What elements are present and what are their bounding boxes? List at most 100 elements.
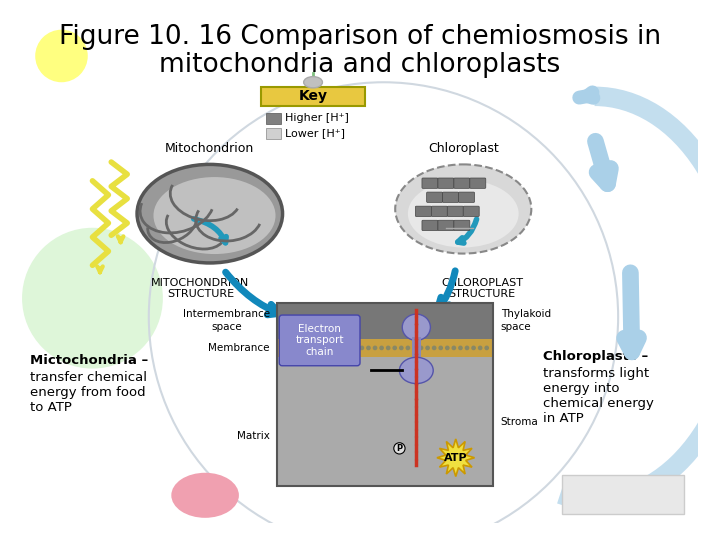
Text: MITOCHONDRION
STRUCTURE: MITOCHONDRION STRUCTURE: [151, 278, 250, 299]
Circle shape: [399, 346, 404, 350]
Circle shape: [471, 346, 476, 350]
Text: ATP: ATP: [351, 357, 369, 367]
FancyBboxPatch shape: [459, 192, 474, 202]
Circle shape: [438, 346, 443, 350]
Text: chemical energy: chemical energy: [543, 397, 654, 410]
Circle shape: [412, 346, 417, 350]
FancyBboxPatch shape: [454, 220, 470, 231]
Circle shape: [287, 346, 292, 350]
Text: Electron
transport
chain: Electron transport chain: [295, 324, 344, 357]
Ellipse shape: [304, 77, 323, 88]
Bar: [266, 129, 281, 139]
Text: Lower [H⁺]: Lower [H⁺]: [285, 129, 345, 138]
Circle shape: [359, 346, 364, 350]
Circle shape: [281, 346, 285, 350]
Ellipse shape: [402, 314, 431, 340]
Circle shape: [445, 346, 450, 350]
Circle shape: [353, 346, 358, 350]
Text: Key: Key: [299, 89, 328, 103]
Circle shape: [405, 346, 410, 350]
Ellipse shape: [395, 164, 531, 254]
Bar: [277, 303, 493, 339]
Text: transfer chemical: transfer chemical: [30, 372, 147, 384]
Circle shape: [294, 346, 299, 350]
Text: energy into: energy into: [543, 382, 619, 395]
FancyBboxPatch shape: [463, 206, 480, 217]
FancyBboxPatch shape: [470, 178, 486, 188]
Text: Chloroplasts –: Chloroplasts –: [543, 350, 648, 363]
Circle shape: [392, 346, 397, 350]
Circle shape: [379, 346, 384, 350]
Circle shape: [313, 346, 318, 350]
Ellipse shape: [408, 180, 518, 247]
Text: ADP+: ADP+: [366, 443, 397, 454]
Circle shape: [333, 346, 338, 350]
Circle shape: [426, 346, 430, 350]
Bar: [277, 303, 493, 486]
Bar: [562, 475, 684, 514]
FancyBboxPatch shape: [422, 178, 438, 188]
Circle shape: [458, 346, 463, 350]
Polygon shape: [437, 439, 474, 476]
FancyBboxPatch shape: [438, 178, 454, 188]
Ellipse shape: [400, 357, 433, 383]
Ellipse shape: [153, 177, 276, 254]
Text: Figure 10. 16 Comparison of chemiosmosis in: Figure 10. 16 Comparison of chemiosmosis…: [59, 24, 661, 50]
Text: P: P: [397, 444, 402, 453]
Circle shape: [464, 346, 469, 350]
Circle shape: [346, 346, 351, 350]
Circle shape: [300, 346, 305, 350]
Text: H⁺: H⁺: [409, 468, 423, 478]
Text: Mitochondrion: Mitochondrion: [165, 143, 254, 156]
Text: Thylakoid
space: Thylakoid space: [501, 309, 551, 332]
Text: mitochondria and chloroplasts: mitochondria and chloroplasts: [159, 52, 561, 78]
Text: Matrix: Matrix: [237, 431, 270, 441]
Text: Membrance: Membrance: [208, 343, 270, 353]
Circle shape: [418, 346, 423, 350]
Text: H⁺: H⁺: [392, 308, 407, 318]
Circle shape: [320, 346, 325, 350]
Circle shape: [340, 346, 344, 350]
Bar: [277, 357, 493, 486]
Bar: [277, 339, 493, 357]
Circle shape: [394, 443, 405, 454]
Text: energy from food: energy from food: [30, 387, 145, 400]
Bar: [266, 113, 281, 124]
Text: to ATP: to ATP: [30, 401, 71, 414]
Text: Mictochondria –: Mictochondria –: [30, 354, 148, 368]
Text: ATP: ATP: [444, 453, 467, 463]
FancyBboxPatch shape: [443, 192, 459, 202]
Circle shape: [35, 30, 88, 82]
Circle shape: [478, 346, 482, 350]
Circle shape: [327, 346, 331, 350]
Text: Stroma: Stroma: [501, 416, 539, 427]
FancyBboxPatch shape: [447, 206, 463, 217]
Circle shape: [373, 346, 377, 350]
FancyBboxPatch shape: [431, 206, 447, 217]
Ellipse shape: [171, 472, 239, 518]
Circle shape: [307, 346, 312, 350]
Text: Chloroplast: Chloroplast: [428, 143, 499, 156]
Circle shape: [386, 346, 390, 350]
Text: transforms light: transforms light: [543, 367, 649, 380]
Text: Higher [H⁺]: Higher [H⁺]: [285, 113, 348, 124]
Circle shape: [366, 346, 371, 350]
Text: CHLOROPLAST
STRUCTURE: CHLOROPLAST STRUCTURE: [441, 278, 523, 299]
FancyBboxPatch shape: [279, 315, 360, 366]
FancyBboxPatch shape: [415, 206, 431, 217]
Text: Intermembrance
space: Intermembrance space: [183, 309, 270, 332]
Circle shape: [22, 228, 163, 369]
FancyBboxPatch shape: [438, 220, 454, 231]
FancyBboxPatch shape: [261, 87, 365, 106]
Circle shape: [432, 346, 436, 350]
Text: Synthase: Synthase: [321, 376, 369, 386]
FancyBboxPatch shape: [422, 220, 438, 231]
Bar: [412, 336, 421, 359]
Text: in ATP: in ATP: [543, 411, 584, 425]
Text: Diffusion: Diffusion: [424, 308, 473, 318]
Circle shape: [485, 346, 489, 350]
FancyBboxPatch shape: [454, 178, 470, 188]
FancyBboxPatch shape: [427, 192, 443, 202]
Circle shape: [451, 346, 456, 350]
Ellipse shape: [137, 164, 282, 263]
